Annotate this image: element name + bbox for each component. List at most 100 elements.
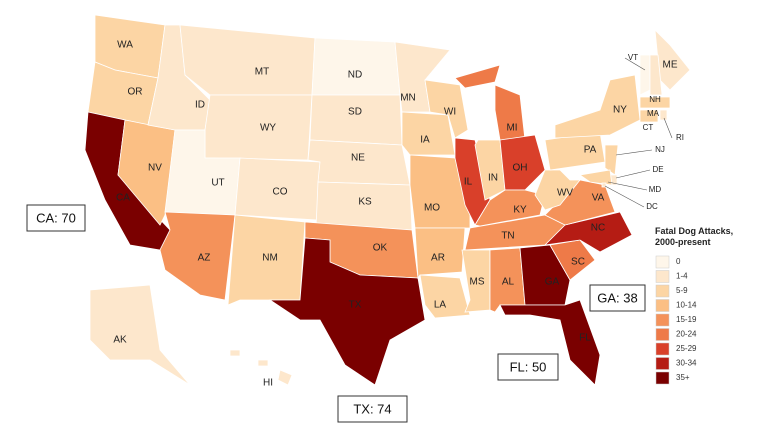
state-label: NY (613, 105, 627, 116)
state (639, 96, 671, 109)
callout-box (26, 204, 86, 232)
state (649, 54, 663, 96)
state (179, 24, 316, 96)
state-label: KY (513, 205, 527, 216)
state (499, 299, 601, 386)
state (534, 169, 581, 211)
legend-swatch (655, 255, 670, 269)
legend-label: 20-24 (676, 330, 697, 339)
legend-label: 25-29 (676, 344, 697, 353)
state-label: AZ (198, 253, 211, 264)
leader-line (624, 57, 646, 71)
state (268, 237, 426, 386)
state (461, 249, 491, 313)
legend-title: Fatal Dog Attacks, (655, 226, 733, 236)
state (309, 94, 403, 146)
legend-swatch (655, 284, 670, 298)
state-label: NE (351, 153, 365, 164)
state-label: HI (263, 378, 273, 389)
state-label: NC (591, 223, 605, 234)
state (639, 109, 659, 123)
legend-swatch (655, 299, 670, 312)
state-label: PA (584, 145, 597, 156)
state-label: UT (211, 178, 224, 189)
state-label: AK (113, 335, 127, 346)
legend-swatch (655, 328, 670, 341)
state-label: AL (502, 277, 515, 288)
state-label: WV (557, 188, 573, 199)
state-label: NM (262, 253, 278, 264)
legend-title: 2000-present (655, 237, 711, 247)
state-label: FL (579, 333, 591, 344)
state-label: WA (117, 40, 133, 51)
state-label: VT (628, 53, 638, 62)
state (204, 94, 313, 161)
state-label: IN (488, 173, 498, 184)
leader-line (615, 169, 651, 179)
legend-label: 10-14 (676, 301, 697, 310)
legend-label: 0 (676, 257, 681, 266)
callout-box (589, 284, 646, 312)
state (159, 211, 236, 301)
state-label: GA (545, 277, 560, 288)
state (419, 274, 471, 319)
state-label: MN (400, 93, 416, 104)
state-label: MA (647, 109, 660, 118)
state-label: LA (434, 300, 447, 311)
legend-swatch (655, 371, 670, 385)
state-label: NV (148, 163, 162, 174)
state-label: ND (348, 70, 362, 81)
state-label: DC (646, 202, 658, 211)
state-label: TX (349, 300, 362, 311)
state-label: WY (260, 123, 276, 134)
state-label: IA (420, 135, 430, 146)
state-label: CT (643, 123, 654, 132)
state-label: MO (424, 203, 440, 214)
legend-swatch (655, 270, 670, 283)
state-label: SC (571, 257, 585, 268)
legend-swatch (655, 313, 670, 327)
legend-label: 5-9 (676, 286, 688, 295)
callout-text: GA: 38 (597, 290, 637, 305)
leader-line (663, 117, 673, 139)
callout-text: CA: 70 (36, 210, 76, 225)
legend-label: 1-4 (676, 272, 688, 281)
state-label: IL (464, 177, 473, 188)
leader-line (604, 185, 645, 208)
callout-box (337, 395, 408, 423)
state (401, 111, 456, 156)
legend-swatch (655, 342, 670, 356)
leader-line (607, 181, 648, 191)
state (659, 109, 668, 121)
state-label: NH (649, 95, 661, 104)
state-label: OK (373, 243, 388, 254)
state-label: VA (592, 193, 605, 204)
callout-box (497, 353, 559, 381)
state-label: ME (663, 60, 678, 71)
state-label: CA (116, 193, 130, 204)
state (499, 134, 546, 191)
state-label: OR (128, 87, 143, 98)
state (311, 37, 401, 96)
state-label: NJ (655, 145, 665, 154)
state-label: MS (470, 277, 485, 288)
state-label: DE (652, 165, 663, 174)
state (554, 74, 641, 139)
state (519, 244, 571, 306)
state (578, 169, 613, 186)
leader-line (615, 149, 653, 156)
legend-swatch (655, 357, 670, 370)
state-label: OH (513, 163, 528, 174)
state-label: RI (676, 133, 684, 142)
callout-text: FL: 50 (510, 359, 547, 374)
state-label: KS (358, 197, 372, 208)
state-label: WI (444, 107, 456, 118)
states (84, 14, 691, 386)
state-label: MT (255, 67, 269, 78)
state-label: MI (506, 123, 517, 134)
state (639, 54, 651, 96)
state-label: CO (273, 187, 288, 198)
state (89, 284, 191, 386)
legend-label: 35+ (676, 373, 690, 382)
